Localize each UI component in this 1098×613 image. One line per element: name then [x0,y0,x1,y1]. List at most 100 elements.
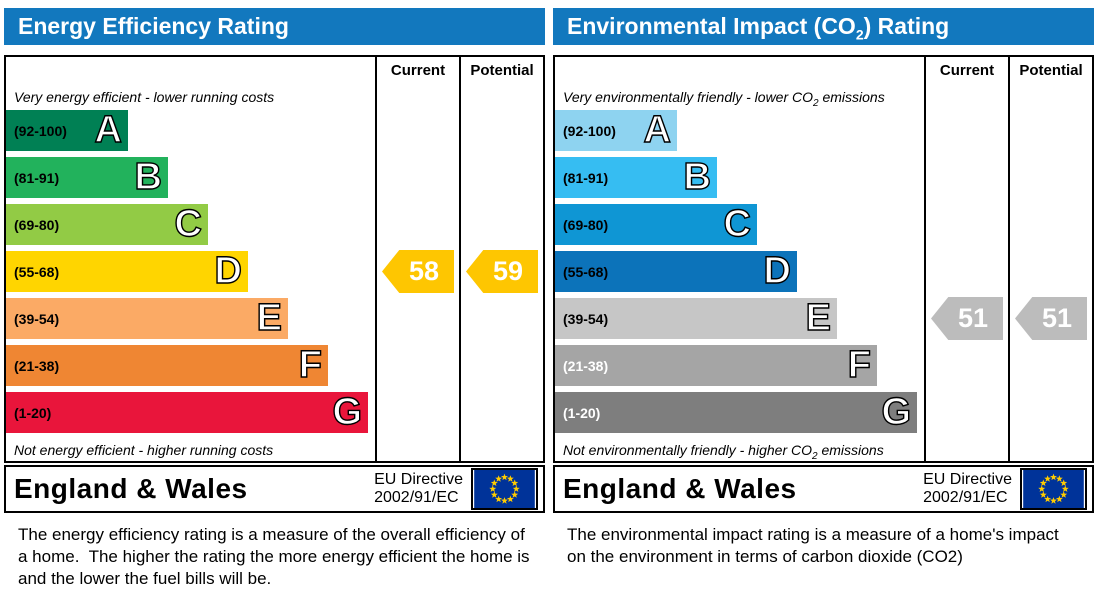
rating-bands: (92-100) A (81-91) B (69-80) C (55-68) D (39-54)… [555,109,1092,433]
band-range-label: (81-91) [14,169,60,186]
band-e: (39-54) E [555,297,837,339]
band-letter: G [881,391,912,433]
bottom-note-text-end: emissions [817,442,884,458]
top-note-text: Very environmentally friendly - lower CO [563,89,814,105]
band-c: (69-80) C [555,203,757,245]
band-letter: B [683,156,712,198]
chart-caption: The environmental impact rating is a mea… [567,525,1064,566]
band-e: (39-54) E [6,297,288,339]
band-range-label: (39-54) [563,310,609,327]
eu-directive-line2: 2002/91/EC [374,489,459,506]
eu-directive-line1: EU Directive [374,470,463,488]
header-spacer [555,57,924,84]
top-note-text-end: emissions [818,89,885,105]
eu-flag-icon [1020,468,1087,510]
band-range-label: (39-54) [14,310,60,327]
current-column-header: Current [926,57,1008,84]
band-letter: F [298,344,323,386]
band-d: (55-68) D [6,250,248,292]
header-spacer [6,57,375,84]
rating-scale: Very environmentally friendly - lower CO… [555,84,1092,462]
band-b: (81-91) B [555,156,717,198]
eu-flag-icon [471,468,538,510]
title-text: Environmental Impact (CO [567,13,856,39]
chart-title: Energy Efficiency Rating [18,13,289,39]
potential-column-header: Potential [1010,57,1092,84]
band-range-label: (1-20) [563,404,601,421]
title-text: Energy Efficiency Rating [18,13,289,39]
region-label: England & Wales [14,473,248,504]
title-text-end: ) Rating [863,13,950,39]
rating-bands: (92-100) A (81-91) B (69-80) C (55-68) D (39-54)… [6,109,543,433]
potential-rating-arrow: 59 [466,250,538,293]
band-range-label: (92-100) [563,122,616,139]
bottom-note-subscript: 2 [812,450,818,462]
band-b: (81-91) B [6,156,168,198]
potential-column-header: Potential [461,57,543,84]
bottom-note-text: Not energy efficient - higher running co… [14,442,274,458]
band-range-label: (1-20) [14,404,52,421]
band-letter: A [94,109,123,151]
footer: England & Wales EU Directive 2002/91/EC [4,465,545,513]
bottom-note-text: Not environmentally friendly - higher CO [563,442,812,458]
epc-charts-row: Energy Efficiency Rating Current Potenti… [0,0,1098,590]
band-g: (1-20) G [555,391,917,433]
top-note: Very environmentally friendly - lower CO… [555,84,1092,110]
energy-efficiency-chart: Energy Efficiency Rating Current Potenti… [0,0,549,590]
chart-title: Environmental Impact (CO2) Rating [567,13,950,43]
band-range-label: (69-80) [563,216,609,233]
band-a: (92-100) A [555,109,677,151]
band-a: (92-100) A [6,109,128,151]
band-range-label: (81-91) [563,169,609,186]
band-range-label: (55-68) [14,263,60,280]
band-letter: F [847,344,872,386]
top-note-text: Very energy efficient - lower running co… [14,89,275,105]
band-range-label: (21-38) [563,357,609,374]
band-letter: B [134,156,163,198]
eu-directive-line1: EU Directive [923,470,1012,488]
band-range-label: (69-80) [14,216,60,233]
band-range-label: (55-68) [563,263,609,280]
eu-directive-label: EU Directive 2002/91/EC [374,471,463,508]
band-f: (21-38) F [6,344,328,386]
table-header: Current Potential [6,57,543,84]
band-d: (55-68) D [555,250,797,292]
band-letter: G [332,391,363,433]
bottom-note: Not environmentally friendly - higher CO… [555,439,1092,462]
current-column-header: Current [377,57,459,84]
current-rating-arrow: 58 [382,250,454,293]
band-c: (69-80) C [6,203,208,245]
region-label: England & Wales [563,473,797,504]
current-column-divider [924,84,926,461]
band-g: (1-20) G [6,391,368,433]
band-letter: D [763,250,792,292]
top-note-subscript: 2 [813,97,819,109]
band-letter: E [256,297,283,339]
footer: England & Wales EU Directive 2002/91/EC [553,465,1094,513]
current-column-divider [375,84,377,461]
band-letter: C [174,203,203,245]
band-letter: E [805,297,832,339]
band-f: (21-38) F [555,344,877,386]
current-rating-arrow: 51 [931,297,1003,340]
rating-table: Current Potential Very environmentally f… [553,55,1094,463]
potential-column-divider [459,84,461,461]
chart-caption: The energy efficiency rating is a measur… [18,525,535,588]
chart-title-bar: Environmental Impact (CO2) Rating [553,8,1094,45]
rating-scale: Very energy efficient - lower running co… [6,84,543,461]
band-letter: C [723,203,752,245]
top-note: Very energy efficient - lower running co… [6,84,543,110]
table-header: Current Potential [555,57,1092,84]
eu-directive-label: EU Directive 2002/91/EC [923,471,1012,508]
chart-title-bar: Energy Efficiency Rating [4,8,545,45]
title-subscript: 2 [855,26,864,43]
band-range-label: (92-100) [14,122,67,139]
bottom-note: Not energy efficient - higher running co… [6,439,543,459]
rating-table: Current Potential Very energy efficient … [4,55,545,463]
potential-column-divider [1008,84,1010,461]
environmental-impact-chart: Environmental Impact (CO2) Rating Curren… [549,0,1098,590]
band-letter: D [214,250,243,292]
eu-directive-line2: 2002/91/EC [923,489,1008,506]
band-letter: A [643,109,672,151]
potential-rating-arrow: 51 [1015,297,1087,340]
